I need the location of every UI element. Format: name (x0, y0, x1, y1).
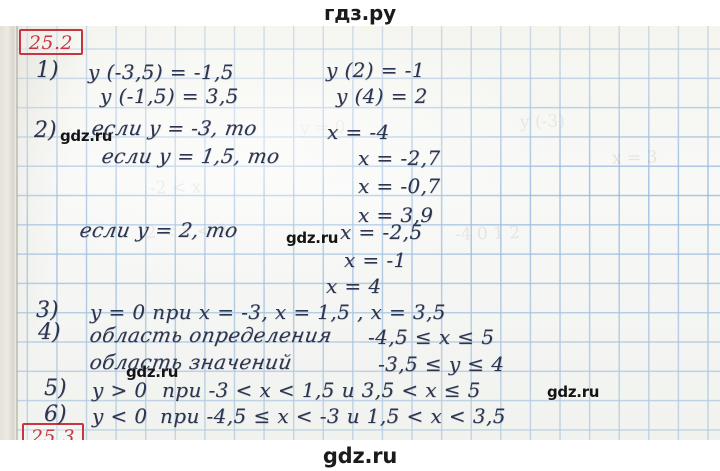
item-4-line-1-left: область определения (88, 323, 334, 347)
site-logo-bottom: gdz.ru (322, 444, 398, 468)
site-logo-top: гдз.ру (324, 1, 396, 25)
next-exercise-number-badge: 25.3 (22, 423, 84, 440)
item-2-line-7-right: x = 4 (326, 274, 382, 298)
item-1-line-1-left: y (-3,5) = -1,5 (88, 60, 234, 84)
notebook-page-photo: y = 0 -2 < x -2 < x < 0 -4 0 1 2 y (-3) … (0, 26, 720, 440)
watermark: gdz.ru (547, 383, 600, 401)
item-2-line-5-left: если y = 2, то (78, 218, 240, 242)
item-6-condition: y < 0 (92, 404, 148, 428)
item-index-5: 5) (44, 376, 67, 401)
item-2-line-6-right: x = -1 (344, 248, 407, 272)
item-2-line-3-right: x = -0,7 (358, 174, 441, 198)
item-5-condition: y > 0 (92, 378, 148, 402)
item-4-line-2-right: -3,5 ≤ y ≤ 4 (378, 352, 505, 376)
item-index-3: 3) (36, 298, 59, 323)
exercise-number-badge: 25.2 (19, 29, 83, 55)
watermark: gdz.ru (286, 229, 339, 247)
item-4-line-2-left: область значений (88, 350, 294, 374)
watermark: gdz.ru (126, 363, 179, 381)
page-binding-line (16, 26, 18, 440)
item-index-2: 2) (34, 118, 57, 143)
item-1-line-2-left: y (-1,5) = 3,5 (100, 84, 239, 108)
item-6-range: при -4,5 ≤ x < -3 и 1,5 < x < 3,5 (160, 404, 506, 428)
site-footer: gdz.ru (0, 440, 720, 471)
item-2-line-5-right: x = -2,5 (340, 220, 423, 244)
item-index-4: 4) (38, 320, 61, 345)
item-1-line-2-right: y (4) = 2 (336, 84, 428, 108)
item-3-line-1: y = 0 при x = -3, x = 1,5 , x = 3,5 (90, 300, 446, 324)
watermark: gdz.ru (60, 127, 113, 145)
item-2-line-4-right: x = 3,9 (358, 203, 434, 227)
item-index-6: 6) (44, 402, 67, 427)
item-4-line-1-right: -4,5 ≤ x ≤ 5 (368, 325, 495, 349)
page-binding-edge (0, 26, 17, 440)
item-2-line-1-right: x = -4 (327, 120, 390, 144)
item-2-line-2-left: если y = 1,5, то (100, 144, 282, 168)
item-2-line-1-left: если y = -3, то (90, 116, 259, 140)
site-header: гдз.ру (0, 0, 720, 26)
item-index-1: 1) (36, 58, 59, 83)
item-5-range: при -3 < x < 1,5 и 3,5 < x ≤ 5 (162, 378, 481, 402)
item-1-line-1-right: y (2) = -1 (326, 58, 425, 82)
item-2-line-2-right: x = -2,7 (358, 146, 441, 170)
